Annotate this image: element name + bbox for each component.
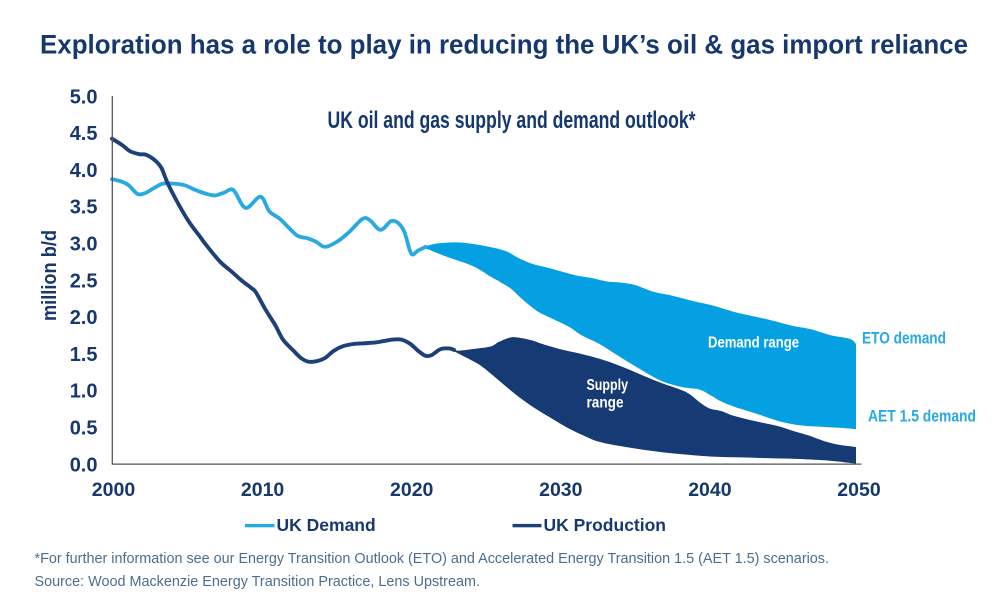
svg-text:ETO demand: ETO demand	[862, 329, 946, 348]
svg-text:4.0: 4.0	[70, 160, 98, 182]
svg-text:*For further information see o: *For further information see our Energy …	[35, 550, 830, 567]
svg-text:4.5: 4.5	[70, 123, 98, 145]
svg-text:2010: 2010	[241, 479, 285, 501]
svg-text:UK Demand: UK Demand	[277, 515, 376, 535]
svg-text:Supply: Supply	[587, 377, 629, 394]
svg-text:2.5: 2.5	[70, 270, 98, 292]
svg-text:Exploration has a role to play: Exploration has a role to play in reduci…	[40, 30, 968, 60]
svg-text:2020: 2020	[390, 479, 434, 501]
svg-text:3.5: 3.5	[70, 197, 98, 219]
svg-text:3.0: 3.0	[70, 234, 98, 256]
svg-text:2040: 2040	[688, 479, 732, 501]
svg-text:2030: 2030	[539, 479, 583, 501]
svg-text:2.0: 2.0	[70, 307, 98, 329]
svg-text:0.5: 0.5	[70, 418, 98, 440]
svg-text:AET 1.5 demand: AET 1.5 demand	[868, 406, 976, 425]
svg-text:5.0: 5.0	[70, 86, 98, 108]
svg-text:2050: 2050	[837, 479, 881, 501]
svg-text:1.5: 1.5	[70, 344, 98, 366]
svg-text:1.0: 1.0	[70, 381, 98, 403]
svg-text:million b/d: million b/d	[39, 230, 61, 321]
svg-text:2000: 2000	[92, 479, 136, 501]
svg-text:range: range	[587, 395, 624, 412]
svg-text:0.0: 0.0	[70, 454, 98, 476]
svg-text:UK oil and gas supply and dema: UK oil and gas supply and demand outlook…	[328, 107, 696, 134]
svg-text:Demand range: Demand range	[708, 335, 799, 352]
svg-text:Source: Wood Mackenzie Energy: Source: Wood Mackenzie Energy Transition…	[35, 573, 481, 590]
svg-text:UK Production: UK Production	[544, 515, 667, 535]
